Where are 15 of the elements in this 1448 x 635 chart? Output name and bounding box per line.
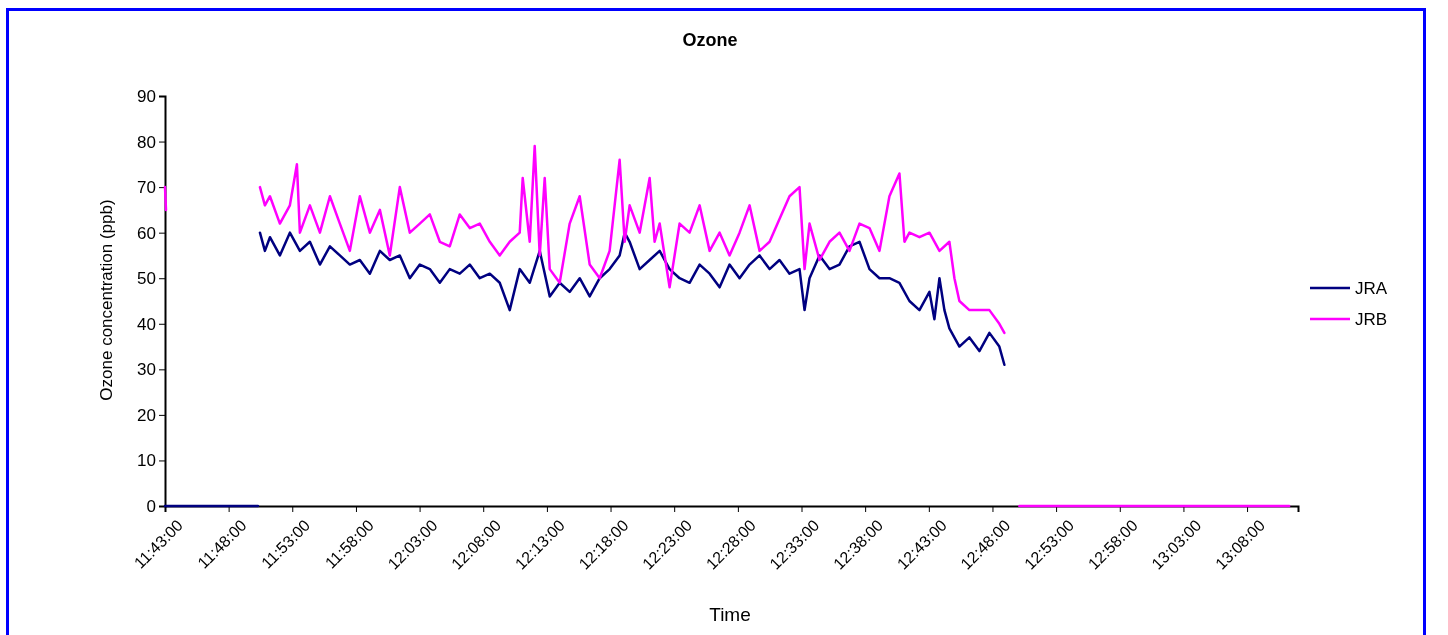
chart-title: Ozone [682, 30, 738, 50]
x-axis-title: Time [709, 604, 751, 625]
y-axis-title: Ozone concentration (ppb) [97, 199, 116, 401]
legend-label: JRA [1355, 279, 1388, 298]
y-tick-label: 10 [137, 451, 156, 471]
y-tick-label: 60 [137, 223, 156, 243]
y-tick-label: 20 [137, 405, 156, 425]
y-tick-label: 40 [137, 314, 156, 334]
legend-label: JRB [1355, 310, 1388, 329]
y-tick-label: 70 [137, 178, 156, 198]
y-tick-label: 80 [137, 132, 156, 152]
y-tick-label: 30 [137, 360, 156, 380]
y-tick-label: 0 [146, 496, 156, 516]
y-tick-label: 90 [137, 86, 156, 106]
y-tick-label: 50 [137, 269, 156, 289]
